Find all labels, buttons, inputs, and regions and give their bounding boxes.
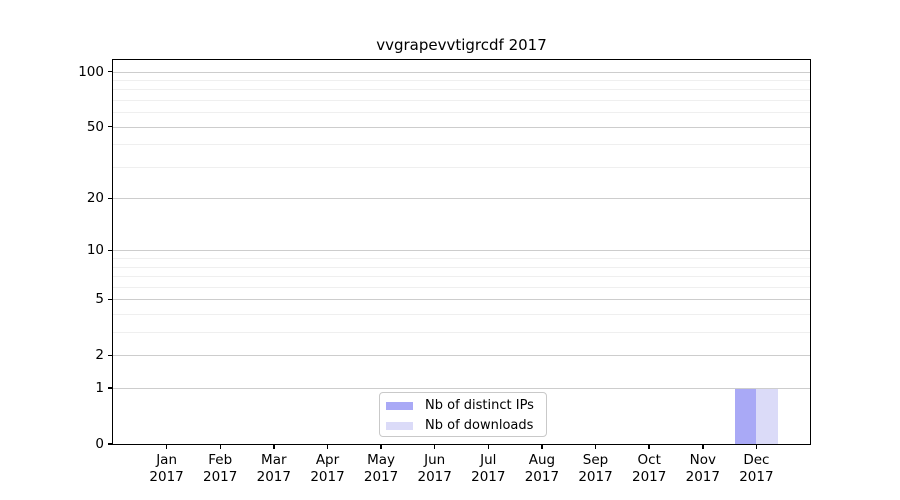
x-axis-tick xyxy=(380,444,382,449)
x-axis-tick xyxy=(594,444,597,449)
x-tick-label: Aug 2017 xyxy=(524,452,560,485)
minor-gridline xyxy=(113,314,810,316)
x-axis-tick xyxy=(755,444,758,449)
y-tick-label: 2 xyxy=(95,347,104,364)
legend-swatch-distinct-ips xyxy=(386,402,413,410)
chart-title: vvgrapevvtigrcdf 2017 xyxy=(376,36,547,54)
x-tick-label: Sep 2017 xyxy=(578,452,613,485)
major-gridline xyxy=(113,355,810,357)
minor-gridline xyxy=(113,286,810,288)
x-axis-tick xyxy=(326,444,329,449)
legend-label-downloads: Nb of downloads xyxy=(425,418,534,433)
x-axis-tick xyxy=(165,444,168,449)
minor-gridline xyxy=(113,332,810,334)
minor-gridline xyxy=(113,89,810,91)
minor-gridline xyxy=(113,99,810,101)
legend-label-distinct-ips: Nb of distinct IPs xyxy=(425,398,534,413)
x-tick-label: Nov 2017 xyxy=(685,452,720,485)
y-tick-label: 100 xyxy=(78,63,104,80)
major-gridline xyxy=(113,126,810,128)
x-tick-label: Jan 2017 xyxy=(149,452,184,485)
x-axis-tick xyxy=(273,444,275,449)
x-axis-tick xyxy=(541,444,543,449)
minor-gridline xyxy=(113,112,810,114)
major-gridline xyxy=(113,250,810,252)
x-tick-label: Apr 2017 xyxy=(310,452,345,485)
minor-gridline xyxy=(113,144,810,146)
y-axis-tick xyxy=(107,443,113,445)
y-tick-label: 10 xyxy=(86,242,104,259)
y-axis-tick xyxy=(107,125,113,128)
bar-downloads xyxy=(756,388,778,444)
y-axis-tick xyxy=(107,249,113,252)
plot-area xyxy=(112,59,811,445)
x-tick-label: Jun 2017 xyxy=(417,452,452,485)
major-gridline xyxy=(113,71,810,73)
x-tick-label: Jul 2017 xyxy=(471,452,506,485)
minor-gridline xyxy=(113,79,810,81)
major-gridline xyxy=(113,388,810,390)
x-axis-tick xyxy=(648,444,650,449)
x-axis-tick xyxy=(487,444,490,449)
y-tick-label: 5 xyxy=(95,291,104,308)
y-axis-tick xyxy=(107,298,113,301)
y-axis-tick xyxy=(107,70,113,73)
y-axis-tick xyxy=(107,354,113,357)
y-tick-label: 1 xyxy=(95,380,104,397)
legend: Nb of distinct IPs Nb of downloads xyxy=(379,392,547,437)
x-tick-label: Mar 2017 xyxy=(256,452,291,485)
major-gridline xyxy=(113,299,810,301)
x-axis-tick xyxy=(702,444,704,449)
x-tick-label: Dec 2017 xyxy=(739,452,774,485)
x-axis-tick xyxy=(433,444,436,449)
minor-gridline xyxy=(113,166,810,168)
x-tick-label: Oct 2017 xyxy=(632,452,667,485)
y-tick-label: 50 xyxy=(86,118,104,135)
x-tick-label: May 2017 xyxy=(363,452,399,485)
minor-gridline xyxy=(113,276,810,278)
legend-item-distinct-ips: Nb of distinct IPs xyxy=(386,396,538,416)
legend-swatch-downloads xyxy=(386,422,413,430)
y-axis-tick xyxy=(107,387,113,389)
x-tick-label: Feb 2017 xyxy=(203,452,238,485)
x-axis-tick xyxy=(219,444,221,449)
legend-item-downloads: Nb of downloads xyxy=(386,416,538,436)
axes-spines xyxy=(112,59,811,445)
y-axis-tick xyxy=(107,197,113,199)
bar-distinct-ips xyxy=(734,388,757,444)
minor-gridline xyxy=(113,266,810,268)
minor-gridline xyxy=(113,258,810,260)
major-gridline xyxy=(113,198,810,200)
y-tick-label: 20 xyxy=(86,190,104,207)
y-tick-label: 0 xyxy=(95,436,104,452)
